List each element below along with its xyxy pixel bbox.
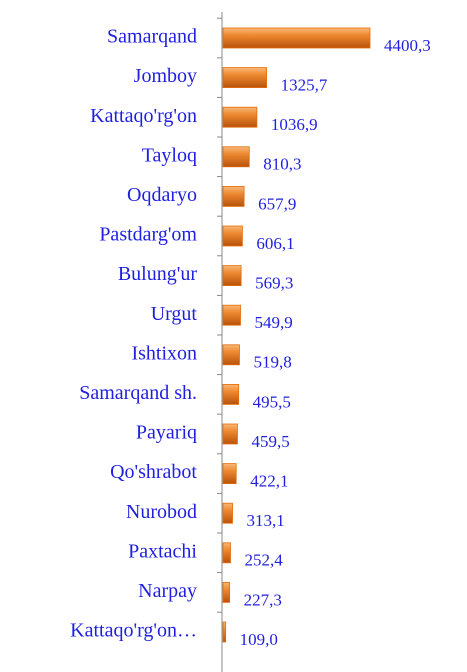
category-label: Ishtixon	[131, 342, 197, 364]
value-label: 1036,9	[271, 115, 318, 134]
value-label: 227,3	[244, 590, 282, 609]
bar	[222, 542, 231, 564]
category-label: Urgut	[151, 303, 198, 325]
category-label: Kattaqo'rg'on	[90, 105, 197, 127]
bar	[222, 383, 240, 405]
category-label: Qo'shrabot	[110, 461, 197, 483]
category-label: Pastdarg'om	[99, 224, 197, 246]
bar	[222, 423, 238, 445]
value-label: 1325,7	[281, 76, 328, 95]
category-label: Samarqand	[107, 26, 197, 48]
category-label: Samarqand sh.	[79, 382, 197, 404]
category-label: Oqdaryo	[127, 184, 197, 206]
bar	[222, 185, 245, 207]
value-label: 459,5	[251, 432, 289, 451]
category-label: Tayloq	[142, 144, 197, 166]
bar	[222, 146, 250, 168]
value-label: 569,3	[255, 274, 293, 293]
category-label: Kattaqo'rg'on…	[70, 620, 197, 642]
category-label: Jomboy	[134, 65, 197, 87]
bar	[222, 304, 241, 326]
bar	[222, 502, 233, 524]
value-label: 495,5	[253, 392, 291, 411]
category-label: Narpay	[138, 580, 197, 602]
value-label: 810,3	[263, 155, 301, 174]
category-label: Nurobod	[126, 501, 197, 523]
value-label: 422,1	[250, 472, 288, 491]
value-label: 606,1	[256, 234, 294, 253]
category-label: Bulung'ur	[118, 263, 198, 285]
value-label: 657,9	[258, 194, 296, 213]
category-label: Payariq	[136, 422, 197, 444]
bar	[222, 265, 242, 287]
value-label: 313,1	[247, 511, 285, 530]
value-label: 549,9	[254, 313, 292, 332]
value-label: 109,0	[240, 630, 278, 649]
value-label: 252,4	[244, 551, 283, 570]
bar	[222, 27, 371, 49]
bar	[222, 621, 227, 643]
bar	[222, 463, 237, 485]
bar	[222, 225, 243, 247]
bar	[222, 582, 231, 603]
value-label: 4400,3	[384, 36, 431, 55]
category-label: Paxtachi	[128, 540, 197, 562]
bar	[222, 67, 267, 88]
bar	[222, 106, 258, 128]
bar	[222, 344, 240, 366]
value-label: 519,8	[253, 353, 291, 372]
